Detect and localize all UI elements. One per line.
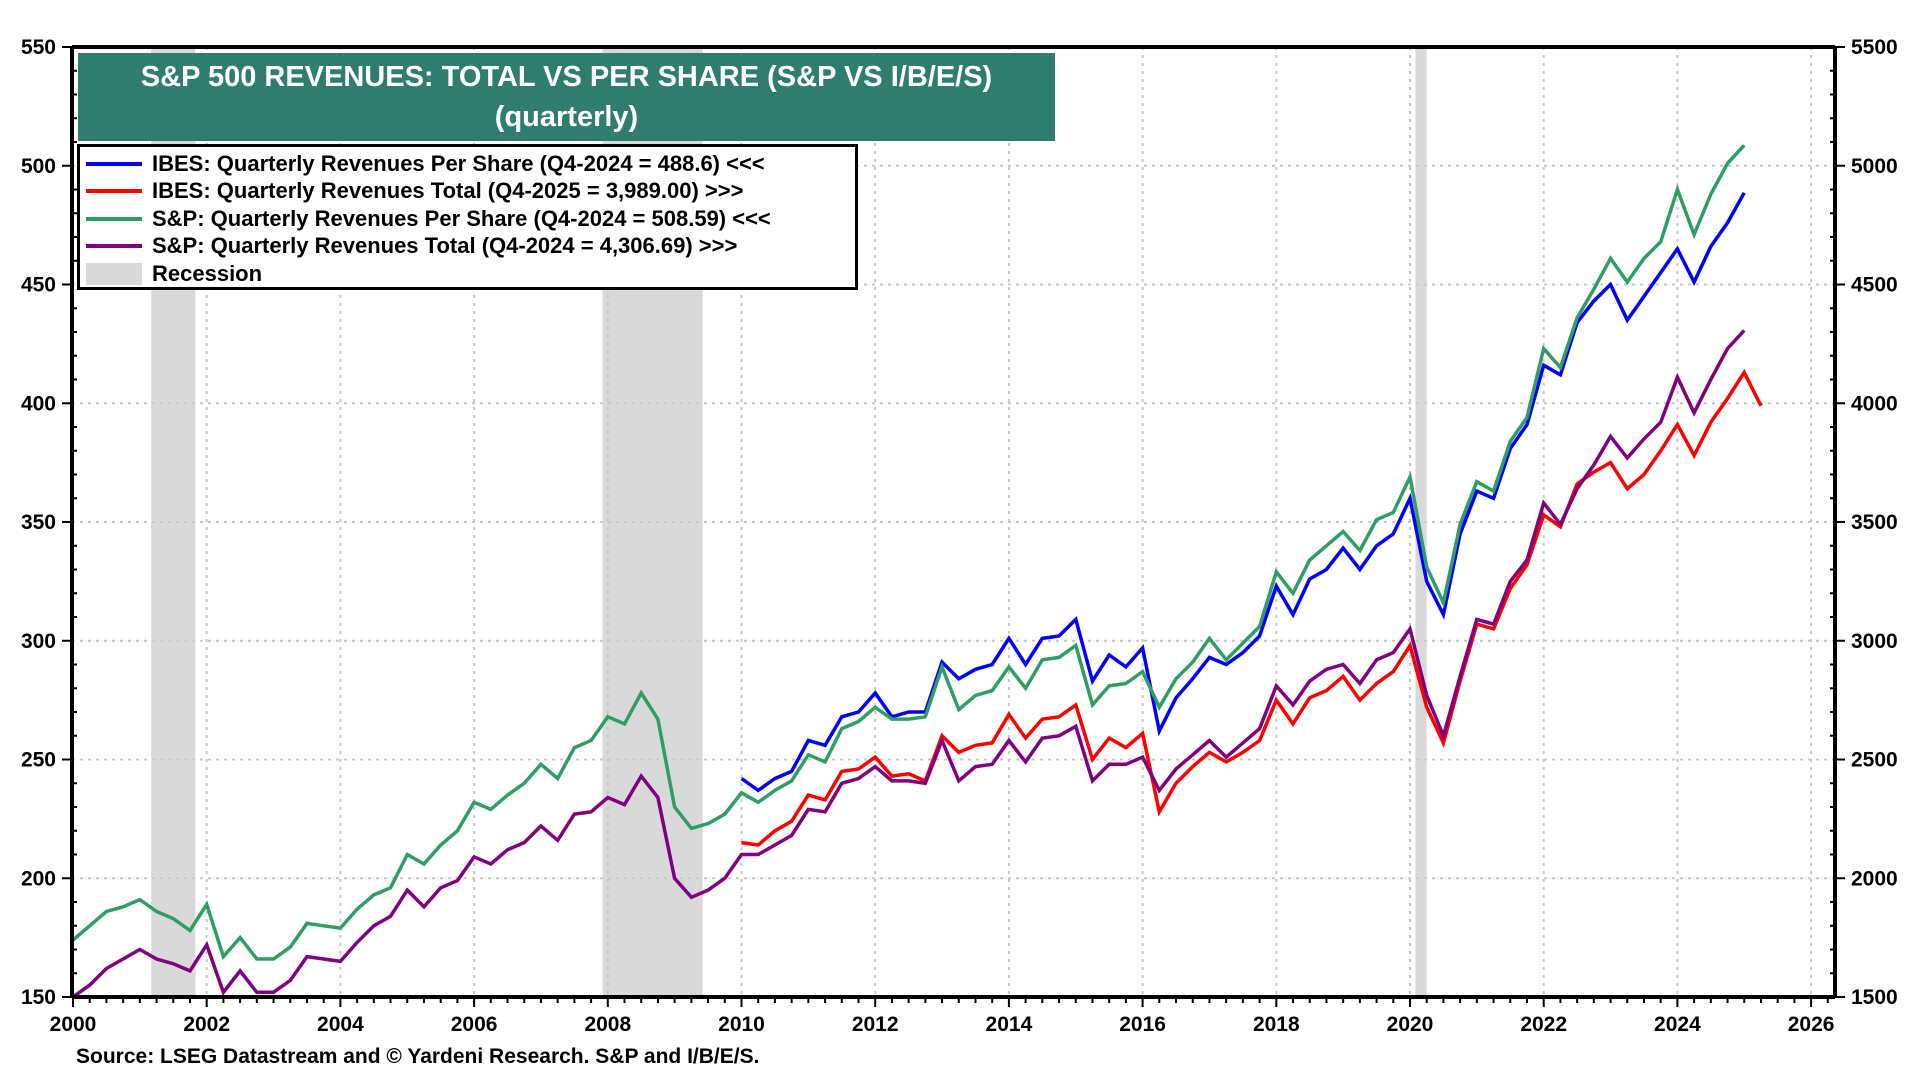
x-tick-label: 2000 (50, 1013, 97, 1036)
x-tick-label: 2022 (1520, 1013, 1567, 1036)
legend-swatch-green (86, 216, 142, 221)
legend-swatch-purple (86, 244, 142, 249)
left-tick-label: 200 (21, 867, 56, 890)
left-tick-label: 350 (21, 511, 56, 534)
right-tick-label: 4500 (1851, 274, 1898, 297)
x-tick-label: 2004 (317, 1013, 364, 1036)
right-tick-label: 5000 (1851, 155, 1898, 178)
left-tick-label: 400 (21, 392, 56, 415)
series-line-0 (740, 191, 1746, 793)
legend-item-ibes-per-share: IBES: Quarterly Revenues Per Share (Q4-2… (86, 150, 855, 178)
left-tick-label: 250 (21, 749, 56, 772)
left-tick-label: 450 (21, 274, 56, 297)
x-tick-label: 2016 (1119, 1013, 1166, 1036)
legend-label: S&P: Quarterly Revenues Total (Q4-2024 =… (152, 233, 738, 259)
legend-label: S&P: Quarterly Revenues Per Share (Q4-20… (152, 205, 771, 231)
legend-swatch-recession (86, 262, 142, 285)
chart-title: S&P 500 REVENUES: TOTAL VS PER SHARE (S&… (140, 61, 993, 93)
chart-title-box: S&P 500 REVENUES: TOTAL VS PER SHARE (S&… (78, 53, 1055, 141)
legend-item-sp-total: S&P: Quarterly Revenues Total (Q4-2024 =… (86, 233, 855, 261)
gridlines (72, 47, 1835, 997)
series-line-2 (71, 144, 1746, 961)
legend-label: Recession (152, 260, 263, 286)
series-line-1 (741, 368, 1763, 847)
legend-item-ibes-total: IBES: Quarterly Revenues Total (Q4-2025 … (86, 178, 855, 206)
series-lines (71, 144, 1763, 999)
x-tick-label: 2002 (183, 1013, 230, 1036)
right-tick-label: 2000 (1851, 867, 1898, 890)
x-tick-label: 2024 (1654, 1013, 1701, 1036)
legend-label: IBES: Quarterly Revenues Total (Q4-2025 … (152, 178, 744, 204)
right-tick-label: 4000 (1851, 392, 1898, 415)
x-tick-label: 2006 (451, 1013, 498, 1036)
right-tick-label: 3500 (1851, 511, 1898, 534)
x-tick-label: 2010 (718, 1013, 765, 1036)
legend-item-sp-per-share: S&P: Quarterly Revenues Per Share (Q4-20… (86, 205, 855, 233)
x-tick-label: 2012 (852, 1013, 899, 1036)
series-line-3 (71, 329, 1746, 999)
x-tick-label: 2020 (1387, 1013, 1434, 1036)
left-tick-label: 150 (21, 986, 56, 1009)
x-tick-label: 2008 (584, 1013, 631, 1036)
x-tick-label: 2018 (1253, 1013, 1300, 1036)
legend: IBES: Quarterly Revenues Per Share (Q4-2… (77, 144, 858, 290)
axes: 2000 2002 2004 2006 2008 2010 2012 2014 2016 2018… (21, 36, 1898, 1036)
legend-swatch-blue (86, 161, 142, 166)
source-note: Source: LSEG Datastream and © Yardeni Re… (76, 1045, 760, 1068)
legend-item-recession: Recession (86, 260, 855, 288)
chart-subtitle: (quarterly) (494, 101, 639, 133)
right-tick-label: 5500 (1851, 36, 1898, 59)
recession-band (1415, 47, 1427, 997)
legend-swatch-red (86, 189, 142, 194)
left-tick-label: 300 (21, 630, 56, 653)
left-tick-label: 500 (21, 155, 56, 178)
legend-label: IBES: Quarterly Revenues Per Share (Q4-2… (152, 150, 765, 176)
right-tick-label: 2500 (1851, 749, 1898, 772)
right-tick-label: 3000 (1851, 630, 1898, 653)
right-tick-label: 1500 (1851, 986, 1898, 1009)
x-tick-label: 2014 (986, 1013, 1033, 1036)
left-tick-label: 550 (21, 36, 56, 59)
x-tick-label: 2026 (1788, 1013, 1835, 1036)
